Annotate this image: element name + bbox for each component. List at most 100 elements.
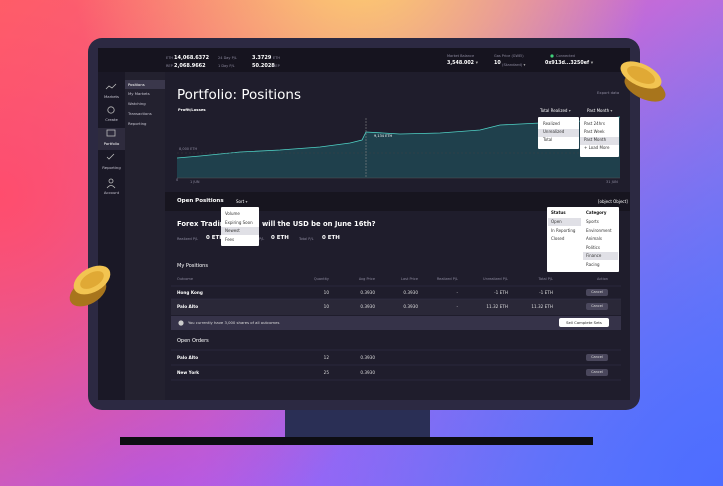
dropdown-option[interactable]: Past 24hrs bbox=[584, 121, 605, 126]
axis-label: 1 JUN bbox=[190, 180, 200, 184]
filter-option[interactable]: Animals bbox=[586, 236, 602, 241]
column-header: Quantity bbox=[313, 277, 329, 281]
account-address[interactable]: 0x913d...3250ef bbox=[545, 61, 593, 67]
row-highlight bbox=[171, 299, 621, 315]
filter-option[interactable]: Finance bbox=[586, 253, 602, 258]
submenu-item[interactable]: Positions bbox=[128, 82, 145, 87]
cell: -1 ETH bbox=[494, 290, 508, 295]
nav-item[interactable]: Create bbox=[105, 117, 118, 122]
active-submenu bbox=[125, 80, 165, 89]
cell: 11.32 ETH bbox=[531, 304, 553, 309]
dropdown-option[interactable]: Volume bbox=[225, 211, 240, 216]
cell: 0.3930 bbox=[360, 304, 375, 309]
submenu-item[interactable]: My Markets bbox=[128, 91, 150, 96]
sort-select[interactable]: Sort bbox=[236, 200, 247, 204]
dropdown-highlight bbox=[221, 227, 259, 235]
cancel-label[interactable]: Cancel bbox=[591, 354, 603, 359]
filter-option[interactable]: Racing bbox=[586, 261, 600, 267]
cell: 10 bbox=[323, 290, 329, 295]
cancel-label[interactable]: Cancel bbox=[591, 303, 603, 308]
dropdown bbox=[221, 207, 259, 246]
notice-button-label[interactable]: Sell Complete Sets bbox=[566, 319, 602, 325]
cancel-label[interactable]: Cancel bbox=[591, 289, 603, 294]
active-nav bbox=[98, 128, 125, 150]
cell: 12 bbox=[323, 355, 329, 360]
dropdown-option[interactable]: Total bbox=[543, 137, 553, 142]
cancel-button[interactable] bbox=[586, 369, 608, 376]
gas-note[interactable]: (Standard) bbox=[502, 62, 525, 67]
column-header: Outcome bbox=[177, 277, 193, 281]
page-title: Portfolio: Positions bbox=[177, 87, 301, 103]
pl-unit: ETH bbox=[273, 55, 280, 60]
gas-value: 10 bbox=[494, 61, 501, 66]
axis-label: 31 JUN bbox=[606, 180, 618, 184]
metric-select[interactable]: Total Realized bbox=[540, 109, 571, 113]
axis-label: 0 bbox=[176, 178, 179, 182]
monitor-neck bbox=[285, 405, 430, 439]
cell: 0.3930 bbox=[360, 370, 375, 375]
dropdown-highlight bbox=[548, 218, 581, 226]
balance-label: REP bbox=[166, 63, 173, 68]
column-header: Unrealized P/L bbox=[483, 277, 508, 281]
outcome: New York bbox=[177, 370, 200, 375]
chart-label: 8,000 ETH bbox=[179, 147, 198, 151]
balance-value: 14,068.6372 bbox=[174, 54, 210, 61]
dropdown-option[interactable]: Newest bbox=[225, 228, 240, 233]
nav-item[interactable]: Account bbox=[103, 190, 120, 195]
filter-option[interactable]: Open bbox=[551, 219, 562, 224]
dropdown-option[interactable]: Expiring Soon bbox=[225, 219, 253, 225]
outcome: Palo Alto bbox=[177, 304, 199, 309]
cell: -1 ETH bbox=[539, 290, 553, 295]
nav-item[interactable]: Portfolio bbox=[103, 141, 120, 146]
cancel-button[interactable] bbox=[586, 289, 608, 296]
monitor-base bbox=[120, 437, 593, 445]
notice-button[interactable] bbox=[559, 318, 609, 327]
filter-heading: Status bbox=[551, 210, 566, 215]
filter-option[interactable]: In Reporting bbox=[551, 227, 576, 233]
cell: 0.3930 bbox=[360, 355, 375, 360]
chart-title: Profit/Losses bbox=[178, 107, 206, 112]
market-title: Forex Trading: bbox=[177, 220, 233, 228]
dropdown-option[interactable]: Past Month bbox=[584, 137, 607, 142]
coin bbox=[69, 265, 111, 307]
export-button[interactable]: Export data bbox=[597, 90, 620, 95]
dropdown-option[interactable]: + Load More bbox=[584, 145, 610, 150]
market-balance[interactable]: 3,548.002 bbox=[447, 61, 478, 67]
filter-option[interactable]: Environment bbox=[586, 227, 612, 233]
market-title: will the USD be on June 16th? bbox=[262, 220, 376, 228]
section-bar bbox=[165, 192, 630, 211]
pl-label: 24 Day P/L bbox=[218, 55, 237, 60]
filter-option[interactable]: Sports bbox=[586, 219, 599, 224]
filter-option[interactable]: Politics bbox=[586, 244, 600, 250]
pl-value: 50.2028 bbox=[252, 62, 275, 69]
nav-item[interactable]: Markets bbox=[103, 94, 120, 99]
period-select[interactable]: Past Month bbox=[587, 109, 612, 113]
submenu-item[interactable]: Reporting bbox=[128, 121, 147, 126]
filter-option[interactable]: Closed bbox=[551, 236, 565, 241]
pl-value: 3.3729 bbox=[252, 54, 272, 61]
pl-label: Total P/L bbox=[299, 237, 314, 241]
balance-label: ETH bbox=[166, 55, 173, 60]
dropdown-option[interactable]: Past Week bbox=[584, 129, 605, 134]
dropdown-option[interactable]: Fees bbox=[225, 236, 235, 242]
cell: 0.3930 bbox=[403, 304, 418, 309]
chart-label: 9,134 ETH bbox=[374, 134, 393, 138]
dropdown-option[interactable]: Realized bbox=[543, 121, 560, 126]
market-balance-label: Market Balance bbox=[447, 54, 475, 58]
cancel-button[interactable] bbox=[586, 303, 608, 310]
pl-unit: REP bbox=[273, 63, 280, 68]
submenu-item[interactable]: Transactions bbox=[128, 111, 152, 116]
submenu-item[interactable]: Watching bbox=[128, 101, 146, 106]
dropdown-option[interactable]: Unrealized bbox=[543, 129, 565, 134]
column-header: Total P/L bbox=[538, 277, 553, 281]
nav-item[interactable]: Reporting bbox=[102, 165, 121, 170]
notice: You currently have 3,000 shares of all o… bbox=[188, 320, 280, 325]
outcome: Palo Alto bbox=[177, 355, 199, 360]
section-title: Open Orders bbox=[177, 338, 209, 344]
gas-label: Gas Price (GWEI) bbox=[494, 54, 524, 58]
filter-select[interactable]: [object Object] bbox=[598, 199, 628, 204]
cancel-label[interactable]: Cancel bbox=[591, 369, 603, 374]
cancel-button[interactable] bbox=[586, 354, 608, 361]
notice-bar bbox=[171, 316, 621, 330]
